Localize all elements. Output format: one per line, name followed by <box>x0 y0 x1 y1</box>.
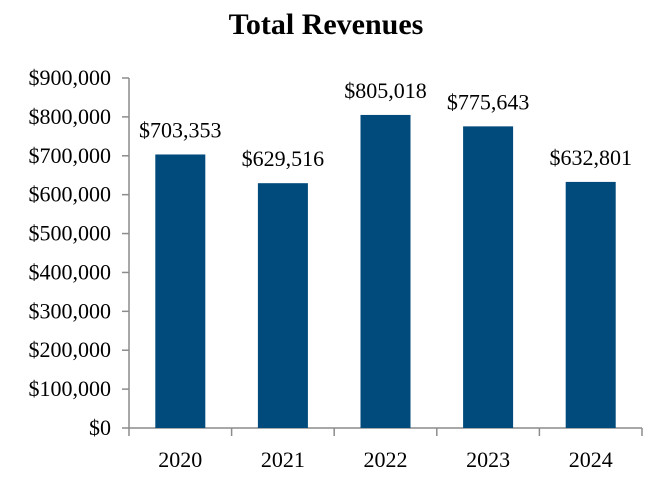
bar-2022 <box>360 114 411 429</box>
x-tick-label: 2024 <box>569 447 613 472</box>
data-label-2023: $775,643 <box>447 89 530 114</box>
data-labels: $703,353 $629,516 $805,018 $775,643 $632,801 <box>139 78 632 171</box>
y-tick-label: $500,000 <box>29 221 112 246</box>
bar-series <box>155 114 616 429</box>
bar-2023 <box>463 126 514 428</box>
y-tick-label: $400,000 <box>29 259 112 284</box>
x-tick-label: 2021 <box>261 447 305 472</box>
y-tick-label: $300,000 <box>29 298 112 323</box>
x-tick-label: 2022 <box>364 447 408 472</box>
y-tick-label: $900,000 <box>29 65 112 90</box>
y-tick-label: $800,000 <box>29 104 112 129</box>
y-axis: $0 $100,000 $200,000 $300,000 $400,000 $500,0… <box>29 65 130 440</box>
data-label-2022: $805,018 <box>344 78 427 103</box>
bar-2024 <box>565 181 616 428</box>
data-label-2021: $629,516 <box>242 146 325 171</box>
y-tick-label: $100,000 <box>29 376 112 401</box>
x-axis: 2020 2021 2022 2023 2024 <box>128 427 643 472</box>
y-tick-label: $200,000 <box>29 337 112 362</box>
chart-title: Total Revenues <box>229 8 424 41</box>
x-tick-label: 2020 <box>158 447 202 472</box>
y-tick-label: $600,000 <box>29 182 112 207</box>
y-tick-label: $0 <box>89 415 111 440</box>
data-label-2024: $632,801 <box>549 145 632 170</box>
x-tick-label: 2023 <box>466 447 510 472</box>
bar-2021 <box>257 183 308 428</box>
y-tick-label: $700,000 <box>29 143 112 168</box>
data-label-2020: $703,353 <box>139 117 222 142</box>
bar-2020 <box>155 154 206 429</box>
